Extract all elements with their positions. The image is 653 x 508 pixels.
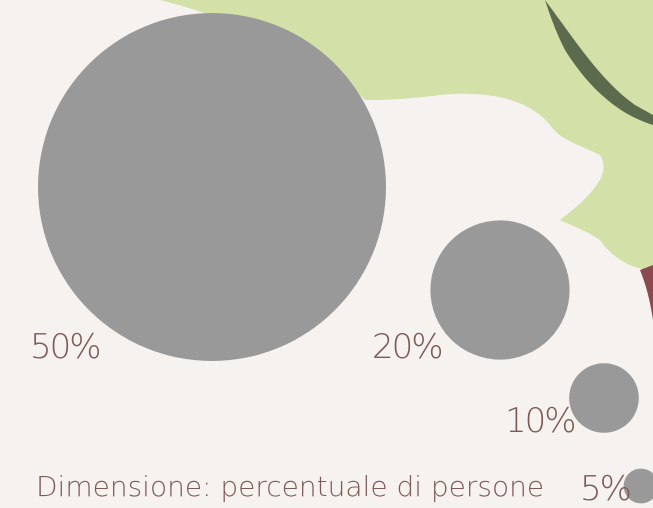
caption: Dimensione: percentuale di persone bbox=[36, 470, 544, 503]
value-label: 5% bbox=[580, 469, 630, 508]
value-label: 10% bbox=[505, 401, 575, 441]
chart: Dimensione: percentuale di persone 50% 20… bbox=[0, 0, 653, 508]
bubble bbox=[430, 220, 569, 359]
value-label: 20% bbox=[372, 327, 442, 367]
value-label: 50% bbox=[30, 327, 100, 367]
bubble bbox=[38, 13, 386, 361]
bubble bbox=[569, 363, 639, 433]
